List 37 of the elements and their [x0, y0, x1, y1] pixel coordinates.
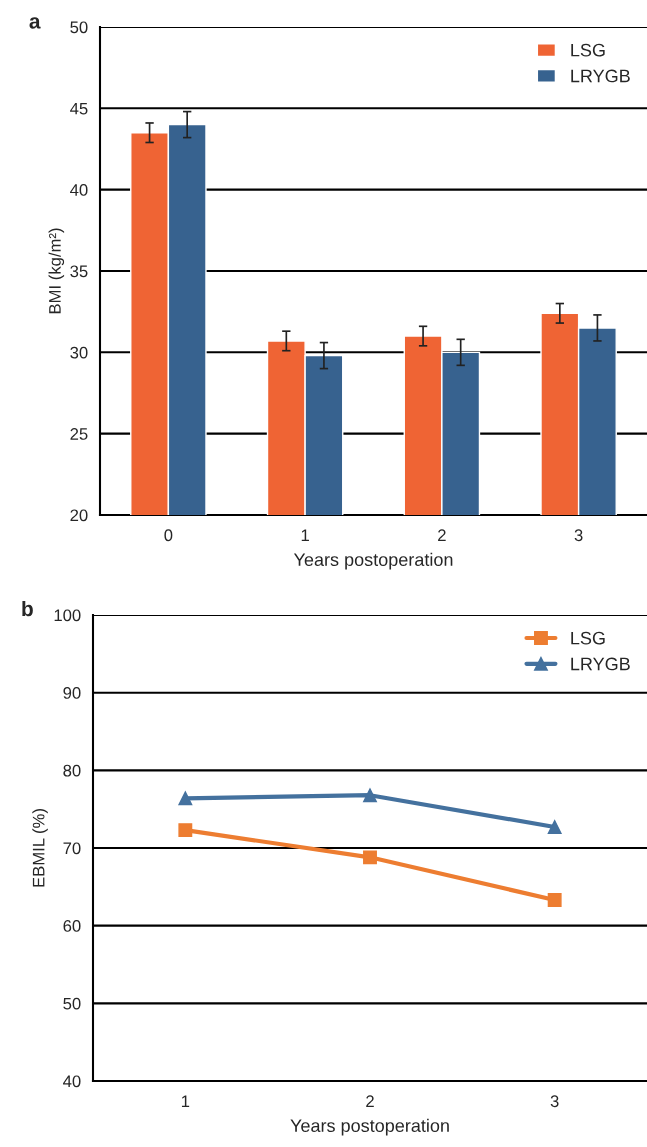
y-tick-label: 20 [70, 509, 88, 522]
y-tick-label: 30 [70, 346, 88, 359]
x-tick-label: 2 [438, 529, 446, 541]
point [178, 791, 193, 806]
y-tick-label: 50 [70, 21, 88, 34]
x-tick-label: 3 [550, 1095, 559, 1108]
y-tick-label: 40 [63, 1075, 81, 1088]
legend-label: LSG [571, 43, 605, 57]
point [363, 850, 377, 865]
chart-title: b [22, 600, 33, 617]
x-tick-label: 3 [574, 529, 583, 542]
y-tick-label: 45 [70, 102, 88, 115]
point [547, 893, 562, 907]
y-tick-label: 25 [70, 428, 88, 440]
chart-title: a [29, 17, 41, 29]
y-tick-label: 100 [54, 609, 81, 622]
y-tick-label: 90 [63, 687, 81, 699]
x-tick-label: 1 [181, 1095, 190, 1107]
x-axis-title: Years postoperation [290, 1118, 449, 1136]
x-axis-title: Years postoperation [293, 552, 453, 570]
y-tick-label: 60 [63, 920, 81, 932]
y-tick-label: 70 [63, 842, 81, 855]
y-tick-label: 40 [70, 184, 88, 196]
legend-label: LSG [571, 631, 605, 645]
point [178, 823, 193, 838]
x-tick-label: 1 [301, 529, 309, 541]
point [363, 788, 377, 803]
x-tick-label: 2 [366, 1095, 374, 1107]
point [547, 820, 562, 834]
y-axis-title: EBMIL (%) [32, 809, 48, 887]
y-tick-label: 50 [63, 997, 81, 1010]
y-tick-label: 80 [63, 764, 81, 777]
legend-label: LRYGB [571, 69, 630, 83]
y-axis-title: BMI (kg/m²) [48, 228, 65, 314]
legend-label: LRYGB [571, 657, 630, 671]
y-tick-label: 35 [70, 265, 88, 278]
x-tick-label: 0 [164, 529, 173, 542]
